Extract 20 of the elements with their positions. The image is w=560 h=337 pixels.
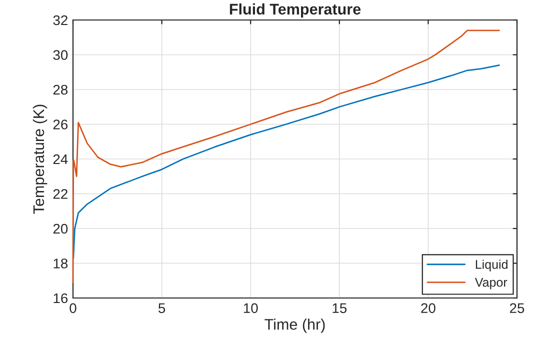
y-tick-label: 20 bbox=[53, 224, 68, 234]
x-tick-label: 10 bbox=[244, 303, 258, 314]
y-tick-label: 18 bbox=[54, 258, 68, 268]
x-tick-label: 20 bbox=[421, 303, 436, 314]
y-tick-label: 32 bbox=[53, 15, 68, 26]
legend-label: Vapor bbox=[474, 278, 508, 290]
y-tick-label: 30 bbox=[53, 50, 68, 60]
x-tick-label: 15 bbox=[332, 303, 347, 314]
y-axis-title: Temperature (K) bbox=[32, 104, 48, 214]
x-tick-label: 0 bbox=[70, 303, 76, 314]
y-tick-label: 28 bbox=[53, 84, 68, 95]
x-tick-label: 25 bbox=[510, 303, 524, 314]
y-tick-label: 26 bbox=[53, 120, 68, 130]
y-tick-label: 22 bbox=[53, 189, 68, 199]
y-tick-label: 24 bbox=[53, 154, 68, 164]
x-axis-title: Time (hr) bbox=[264, 318, 325, 333]
chart-title: Fluid Temperature bbox=[230, 3, 361, 18]
y-tick-label: 16 bbox=[54, 293, 68, 304]
x-tick-label: 5 bbox=[158, 303, 166, 314]
legend-label: Liquid bbox=[476, 260, 508, 272]
